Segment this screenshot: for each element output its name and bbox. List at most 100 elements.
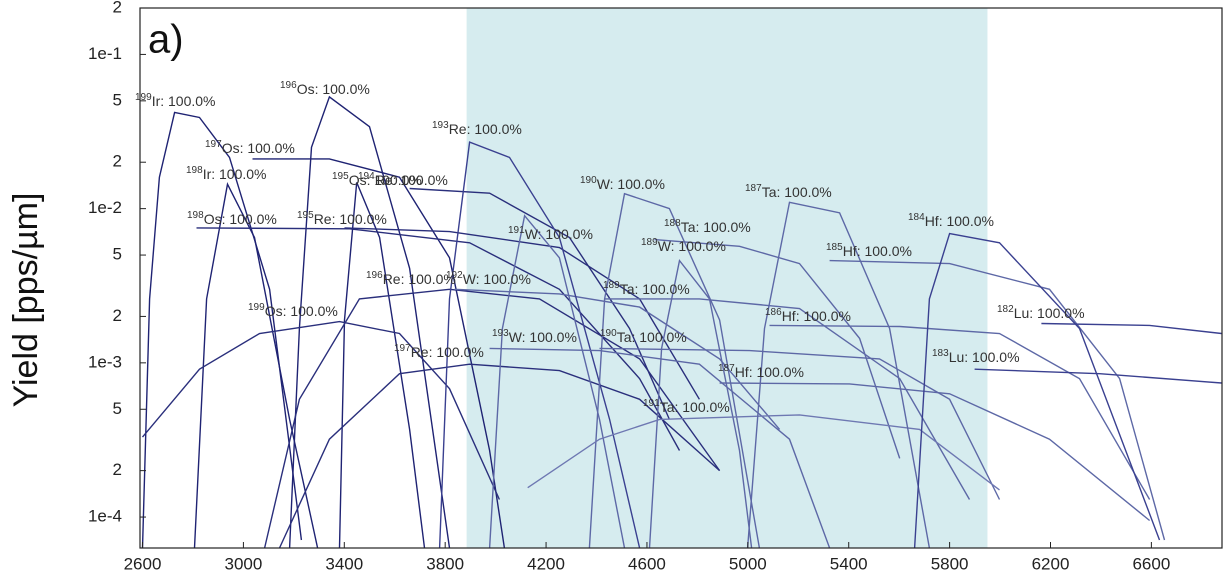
curve — [141, 111, 303, 548]
curve-label: 194Re: 100.0% — [358, 171, 448, 188]
isotope-label: W: 100.0% — [658, 238, 726, 254]
curve — [454, 288, 781, 430]
mass-number: 199 — [248, 302, 265, 313]
isotope-label: Hf: 100.0% — [843, 243, 912, 259]
curve-label: 184Hf: 100.0% — [908, 212, 994, 229]
isotope-label: Ta: 100.0% — [617, 329, 687, 345]
isotope-label: W: 100.0% — [509, 329, 577, 345]
curve — [344, 227, 701, 400]
mass-number: 191 — [643, 398, 660, 409]
mass-number: 197 — [394, 343, 411, 354]
x-tick-label: 4200 — [527, 554, 565, 573]
mass-number: 184 — [908, 212, 925, 223]
curve — [338, 182, 426, 548]
curve — [488, 214, 626, 548]
shaded-region — [466, 8, 988, 548]
mass-number: 195 — [332, 171, 349, 182]
curve-label: 187Hf: 100.0% — [718, 363, 804, 380]
y-tick-label: 2 — [113, 306, 122, 325]
curve-label: 187Ta: 100.0% — [745, 183, 832, 200]
mass-number: 197 — [205, 139, 222, 150]
x-tick-label: 3000 — [224, 554, 262, 573]
curve-label: 188Ta: 100.0% — [664, 218, 751, 235]
curve — [252, 158, 506, 548]
x-tick-label: 3800 — [426, 554, 464, 573]
curve-label: 195Os: 100.0% — [332, 171, 422, 188]
mass-number: 185 — [826, 242, 843, 253]
mass-number: 196 — [280, 80, 297, 91]
axes: 2600 3000 3400 3800 4200 4600 5000 5400 5800 6200… — [88, 0, 1170, 573]
curve-label: 191Ta: 100.0% — [643, 398, 730, 415]
curve-label: 196Os: 100.0% — [280, 80, 370, 97]
isotope-label: Ta: 100.0% — [660, 399, 730, 415]
curve-label: 197Os: 100.0% — [205, 139, 295, 156]
mass-number: 198 — [187, 210, 204, 221]
isotope-label: Ir: 100.0% — [152, 93, 216, 109]
curve — [654, 238, 901, 459]
curve-label: 190W: 100.0% — [580, 175, 665, 192]
mass-number: 189 — [603, 280, 620, 291]
x-tick-label: 5000 — [729, 554, 767, 573]
curve-label: 190Ta: 100.0% — [600, 328, 687, 345]
curve — [599, 347, 1001, 500]
isotope-label: Re: 100.0% — [375, 172, 448, 188]
plot-frame — [139, 7, 1223, 549]
mass-number: 196 — [366, 270, 383, 281]
isotope-label: Hf: 100.0% — [782, 308, 851, 324]
y-tick-label: 2 — [113, 152, 122, 171]
curve-label: 189W: 100.0% — [641, 237, 726, 254]
mass-number: 190 — [580, 175, 597, 186]
curve — [746, 201, 931, 548]
curve-label: 193W: 100.0% — [492, 328, 577, 345]
y-tick-label: 5 — [113, 90, 122, 109]
curve — [193, 182, 319, 548]
curve-label: 196Re: 100.0% — [366, 270, 456, 287]
curve — [648, 258, 753, 548]
isotope-label: Ta: 100.0% — [620, 281, 690, 297]
curve — [438, 141, 641, 548]
x-tick-label: 5800 — [931, 554, 969, 573]
curve — [527, 414, 1000, 491]
mass-number: 190 — [600, 328, 617, 339]
isotope-label: Ir: 100.0% — [203, 166, 267, 182]
isotope-label: Os: 100.0% — [349, 172, 422, 188]
isotope-label: Os: 100.0% — [204, 211, 277, 227]
curve — [141, 320, 501, 500]
curve-label: 199Ir: 100.0% — [135, 92, 216, 109]
mass-number: 193 — [432, 120, 449, 131]
curve-label: 183Lu: 100.0% — [932, 348, 1020, 365]
x-tick-label: 4600 — [628, 554, 666, 573]
mass-number: 182 — [997, 304, 1014, 315]
isotope-label: Os: 100.0% — [297, 81, 370, 97]
curve-label: 199Os: 100.0% — [248, 302, 338, 319]
x-tick-label: 6600 — [1132, 554, 1170, 573]
curve — [769, 324, 1151, 500]
mass-number: 187 — [745, 183, 762, 194]
curve-label: 192W: 100.0% — [446, 270, 531, 287]
mass-number: 186 — [765, 307, 782, 318]
y-tick-label: 1e-2 — [88, 198, 122, 217]
mass-number: 188 — [664, 218, 681, 229]
isotope-label: Hf: 100.0% — [735, 364, 804, 380]
x-tick-label: 2600 — [124, 554, 162, 573]
curve-label: 193Re: 100.0% — [432, 120, 522, 137]
isotope-label: W: 100.0% — [463, 271, 531, 287]
isotope-label: Re: 100.0% — [383, 271, 456, 287]
y-tick-label: 1e-1 — [88, 44, 122, 63]
curve — [263, 288, 721, 548]
curve-label: 186Hf: 100.0% — [765, 307, 851, 324]
panel-label: a) — [148, 18, 184, 62]
isotope-label: W: 100.0% — [597, 176, 665, 192]
curve — [719, 382, 1151, 522]
curve — [588, 192, 761, 548]
mass-number: 198 — [186, 165, 203, 176]
x-tick-label: 5400 — [830, 554, 868, 573]
curves — [141, 95, 1222, 548]
curve-label: 189Ta: 100.0% — [603, 280, 690, 297]
y-tick-label: 2 — [113, 460, 122, 479]
isotope-label: Re: 100.0% — [314, 211, 387, 227]
y-tick-label: 1e-4 — [88, 507, 122, 526]
curve-label: 198Ir: 100.0% — [186, 165, 267, 182]
isotope-label: Re: 100.0% — [449, 121, 522, 137]
